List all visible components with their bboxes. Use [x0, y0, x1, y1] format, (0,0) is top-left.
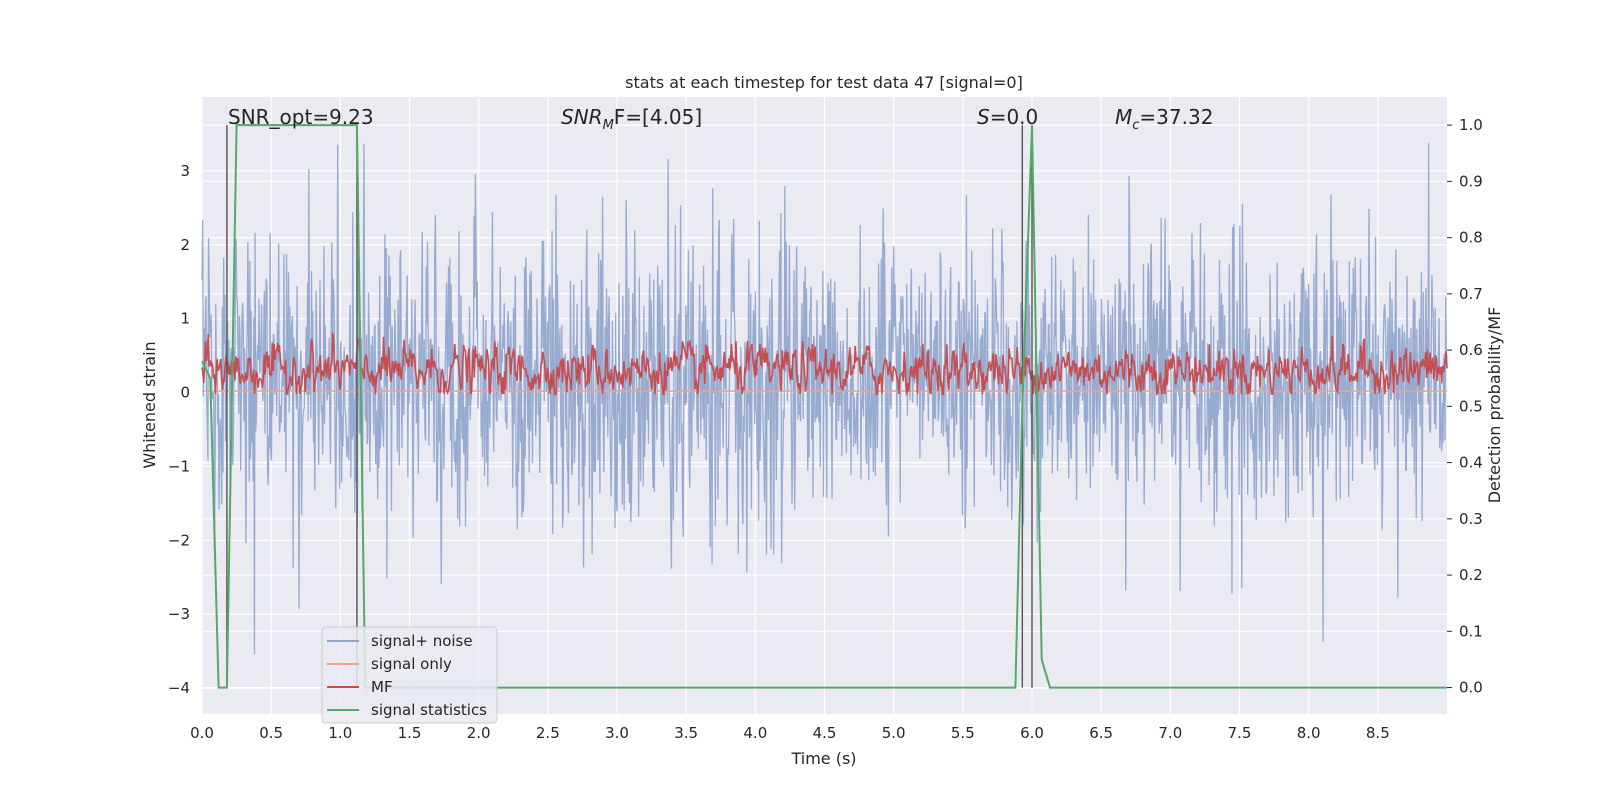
- tick-labels: 0.0 0.5 1.0 1.5 2.0 2.5 3.0 3.5 4.0 4.5 5.0 5.5 6.0 6…: [168, 116, 1483, 742]
- annotation-mc-value: =37.32: [1139, 105, 1213, 129]
- y-right-tick-label: 0.1: [1459, 622, 1483, 640]
- y-tick-label: 2: [180, 236, 190, 254]
- annotation-snr-mf-prefix: SNR: [561, 105, 603, 129]
- y-tick-label: −3: [168, 605, 190, 623]
- legend: signal+ noise signal only MF signal stat…: [321, 626, 498, 724]
- annotation-s: S=0.0: [977, 105, 1038, 129]
- x-tick-label: 3.0: [605, 724, 629, 742]
- y-right-tick-label: 0.8: [1459, 229, 1483, 247]
- x-tick-label: 3.5: [674, 724, 698, 742]
- y-right-tick-label: 0.2: [1459, 566, 1483, 584]
- x-tick-label: 0.0: [190, 724, 214, 742]
- x-tick-label: 8.5: [1366, 724, 1390, 742]
- annotation-mc-prefix: M: [1115, 105, 1132, 129]
- x-tick-label: 6.5: [1089, 724, 1113, 742]
- y-tick-label: −2: [168, 531, 190, 549]
- y-right-tick-label: 0.7: [1459, 285, 1483, 303]
- annotation-snr-mf: SNRMF=[4.05]: [561, 105, 702, 133]
- x-tick-label: 8.0: [1297, 724, 1321, 742]
- line-mf: [201, 332, 1448, 396]
- annotation-snr-mf-sub: M: [603, 118, 614, 133]
- annotation-snr-opt: SNR_opt=9.23: [228, 105, 374, 129]
- y-right-tick-label: 0.0: [1459, 679, 1483, 697]
- y-tick-label: −1: [168, 457, 190, 475]
- x-tick-label: 7.5: [1228, 724, 1252, 742]
- y-axis-label: Whitened strain: [140, 341, 159, 468]
- y-right-tick-label: 1.0: [1459, 116, 1483, 134]
- x-tick-label: 2.0: [467, 724, 491, 742]
- x-tick-label: 1.0: [328, 724, 352, 742]
- x-tick-label: 6.0: [1020, 724, 1044, 742]
- y-right-tick-label: 0.6: [1459, 341, 1483, 359]
- legend-label-mf: MF: [371, 678, 393, 696]
- y-tick-label: 1: [180, 310, 190, 328]
- legend-label-signal-only: signal only: [371, 655, 452, 673]
- x-tick-label: 5.0: [882, 724, 906, 742]
- annotation-s-value: =0.0: [990, 105, 1039, 129]
- x-tick-label: 1.5: [398, 724, 422, 742]
- annotation-s-prefix: S: [977, 105, 990, 129]
- legend-label-signal-noise: signal+ noise: [371, 632, 473, 650]
- vertical-markers: [226, 125, 1033, 688]
- legend-label-signal-statistics: signal statistics: [371, 701, 487, 719]
- chart-title: stats at each timestep for test data 47 …: [625, 73, 1023, 92]
- legend-box: [321, 626, 498, 724]
- y-tick-label: 3: [180, 162, 190, 180]
- annotation-snr-mf-value: F=[4.05]: [614, 105, 702, 129]
- x-tick-label: 4.0: [743, 724, 767, 742]
- annotation-mc: Mc=37.32: [1115, 105, 1213, 133]
- y-right-tick-label: 0.9: [1459, 172, 1483, 190]
- y-right-tick-label: 0.3: [1459, 510, 1483, 528]
- y-right-tick-label: 0.5: [1459, 397, 1483, 415]
- x-tick-label: 7.0: [1158, 724, 1182, 742]
- x-tick-label: 2.5: [536, 724, 560, 742]
- y-tick-label: 0: [180, 384, 190, 402]
- x-axis-label: Time (s): [790, 749, 856, 768]
- x-tick-label: 5.5: [951, 724, 975, 742]
- y-tick-label: −4: [168, 679, 190, 697]
- annotation-mc-sub: c: [1132, 118, 1139, 133]
- y-axis-right-label: Detection probability/MF: [1485, 307, 1504, 504]
- x-tick-label: 4.5: [813, 724, 837, 742]
- series-mf: [201, 332, 1448, 396]
- y-right-tick-label: 0.4: [1459, 454, 1483, 472]
- x-tick-label: 0.5: [259, 724, 283, 742]
